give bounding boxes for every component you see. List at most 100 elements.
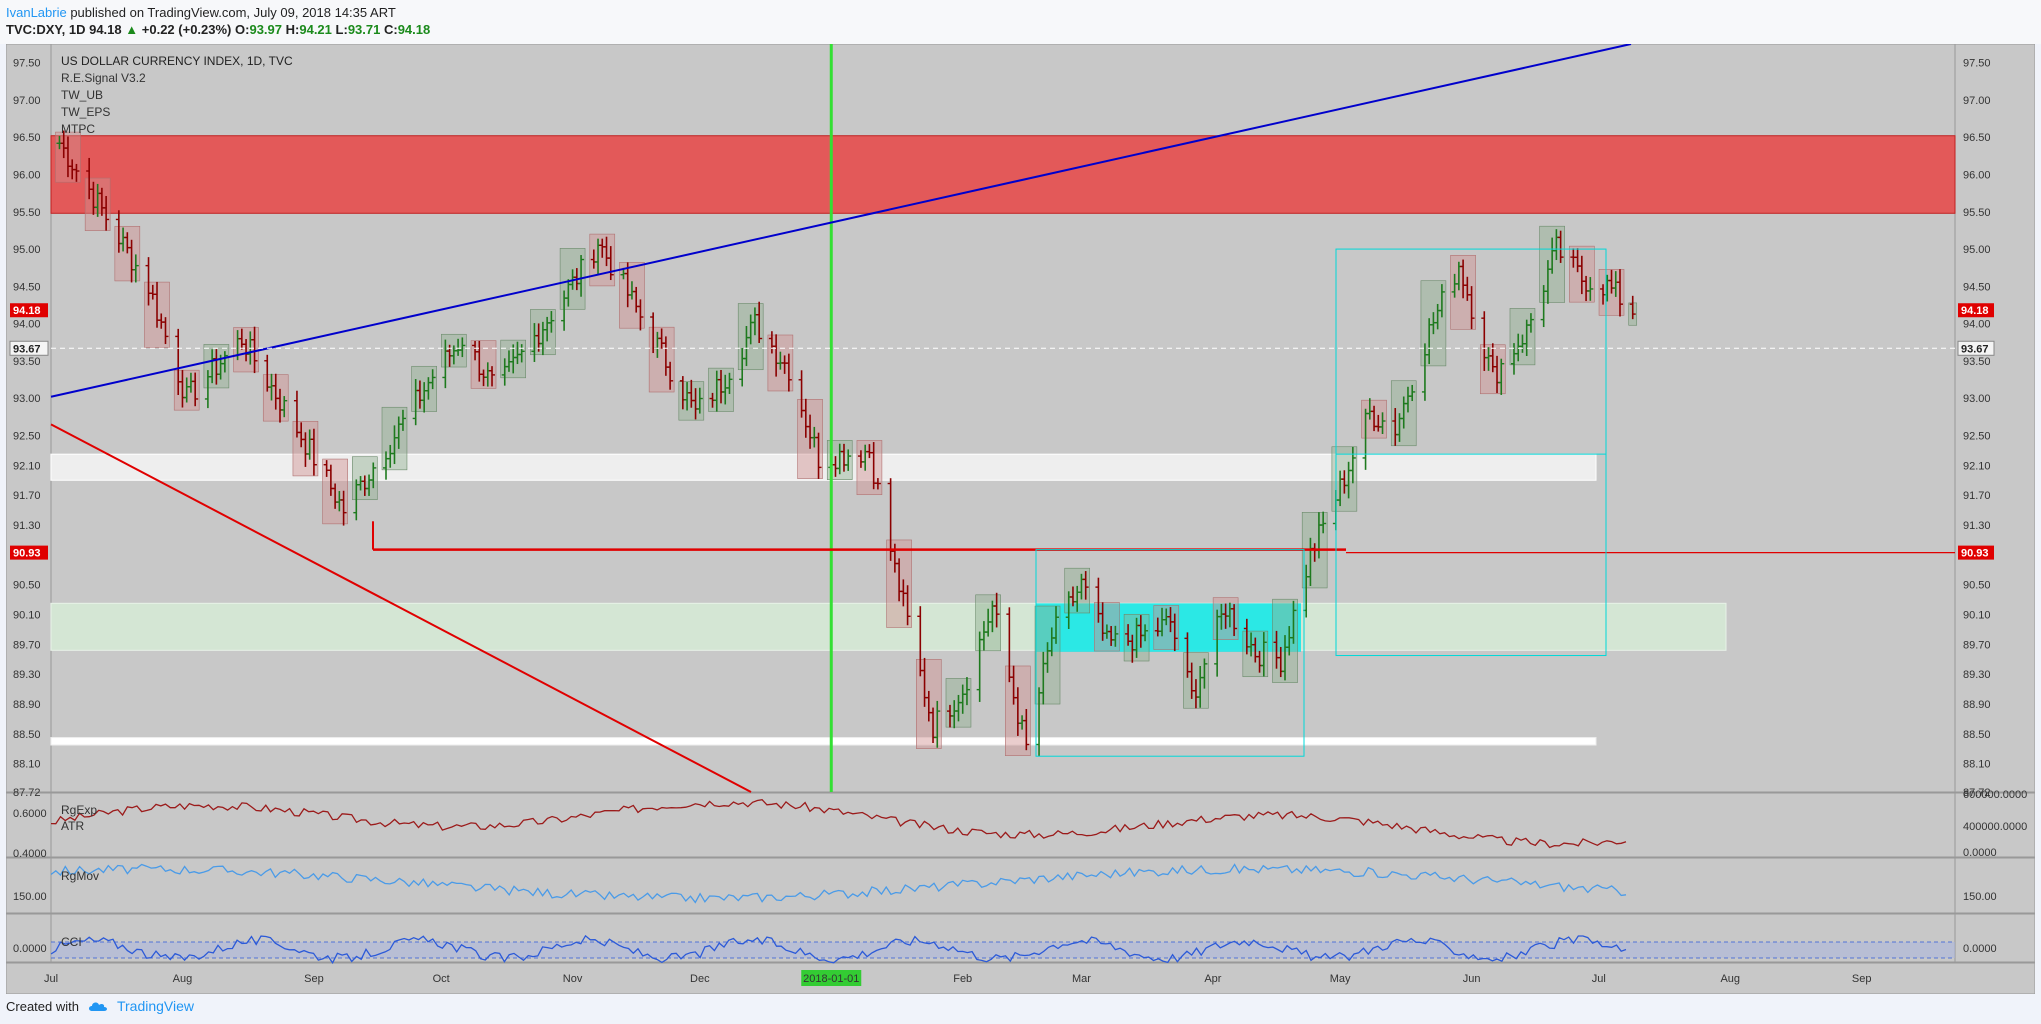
price-tick-right: 89.30 bbox=[1963, 669, 1991, 681]
atr-tick: 0.4000 bbox=[13, 848, 47, 860]
price-tick-right: 88.50 bbox=[1963, 729, 1991, 741]
price-tick-right: 91.70 bbox=[1963, 490, 1991, 502]
price-tick-left: 90.50 bbox=[13, 580, 41, 592]
time-tick: May bbox=[1330, 973, 1351, 985]
atr-right-tick: 400000.0000 bbox=[1963, 821, 2027, 833]
indicators-layer bbox=[50, 799, 1955, 965]
author-link[interactable]: IvanLabrie bbox=[6, 5, 67, 20]
price-tick-right: 88.90 bbox=[1963, 699, 1991, 711]
price-change: +0.22 (+0.23%) bbox=[141, 22, 232, 37]
atr-label: ATR bbox=[61, 819, 84, 833]
atr-right-tick: 600000.0000 bbox=[1963, 789, 2027, 801]
price-tick-left: 93.00 bbox=[13, 393, 41, 405]
time-tick: Feb bbox=[953, 973, 972, 985]
publish-line: IvanLabrie published on TradingView.com,… bbox=[6, 5, 396, 20]
price-tick-right: 91.30 bbox=[1963, 520, 1991, 532]
time-tick: 2018-01-01 bbox=[803, 973, 859, 985]
time-tick: Sep bbox=[304, 973, 324, 985]
time-tick: Nov bbox=[563, 973, 583, 985]
price-tick-left: 97.50 bbox=[13, 58, 41, 70]
legend-study-4: MTPC bbox=[61, 122, 95, 136]
cloud-icon bbox=[88, 1002, 107, 1011]
price-tick-right: 88.10 bbox=[1963, 759, 1991, 771]
atr-name: RgExp bbox=[61, 803, 97, 817]
open-value: 93.97 bbox=[249, 22, 283, 37]
symbol-line: TVC:DXY, 1D 94.18 ▲ +0.22 (+0.23%) O:93.… bbox=[6, 22, 430, 37]
time-tick: Jun bbox=[1463, 973, 1481, 985]
price-tick-right: 93.50 bbox=[1963, 356, 1991, 368]
low-value: 93.71 bbox=[347, 22, 381, 37]
publish-header: IvanLabrie published on TradingView.com,… bbox=[0, 0, 2041, 44]
high-label: H: bbox=[285, 22, 300, 37]
resistance-zone bbox=[50, 135, 1956, 214]
price-tick-left: 91.70 bbox=[13, 490, 41, 502]
price-tick-left: 95.00 bbox=[13, 244, 41, 256]
price-badge-text-right: 94.18 bbox=[1961, 305, 1989, 317]
close-value: 94.18 bbox=[397, 22, 431, 37]
price-tick-right: 92.10 bbox=[1963, 460, 1991, 472]
rgmov-right-tick: 150.00 bbox=[1963, 891, 1997, 903]
rgmov-pane bbox=[6, 857, 2035, 914]
price-badge-left bbox=[10, 545, 48, 560]
price-badge-right bbox=[1958, 303, 1994, 318]
price-tick-left: 92.10 bbox=[13, 460, 41, 472]
price-tick-left: 88.90 bbox=[13, 699, 41, 711]
red-trendline bbox=[50, 423, 752, 793]
cci-right-tick: 0.0000 bbox=[1963, 943, 1997, 955]
cci-tick: 0.0000 bbox=[13, 943, 47, 955]
price-tick-left: 96.00 bbox=[13, 170, 41, 182]
time-axis-pane bbox=[6, 962, 2035, 994]
price-tick-left: 91.30 bbox=[13, 520, 41, 532]
atr-tick: 0.6000 bbox=[13, 808, 47, 820]
cci-name: CCI bbox=[61, 935, 82, 949]
price-tick-left: 88.50 bbox=[13, 729, 41, 741]
open-label: O: bbox=[235, 22, 250, 37]
price-tick-right: 97.50 bbox=[1963, 58, 1991, 70]
zones-layer bbox=[50, 135, 1956, 746]
time-tick: Jul bbox=[1592, 973, 1606, 985]
time-tick: Sep bbox=[1852, 973, 1872, 985]
price-tick-left: 96.50 bbox=[13, 132, 41, 144]
chart-area[interactable]: 97.50 97.50 97.00 97.00 96.50 96.50 96.00 96.00… bbox=[6, 44, 2035, 994]
support-zone-white bbox=[50, 453, 1597, 481]
price-tick-left: 97.00 bbox=[13, 95, 41, 107]
up-arrow-icon: ▲ bbox=[125, 22, 139, 37]
legend-study-1: R.E.Signal V3.2 bbox=[61, 71, 146, 85]
price-tick-right: 94.00 bbox=[1963, 319, 1991, 331]
support-line-white bbox=[50, 737, 1597, 746]
time-tick: Aug bbox=[1720, 973, 1740, 985]
cci-line bbox=[50, 934, 1627, 965]
price-tick-right: 87.72 bbox=[1963, 787, 1991, 799]
time-tick: Mar bbox=[1072, 973, 1091, 985]
price-tick-left: 87.72 bbox=[13, 787, 41, 799]
price-badge-text-right: 93.67 bbox=[1961, 343, 1989, 355]
price-tick-left: 89.70 bbox=[13, 639, 41, 651]
price-tick-right: 97.00 bbox=[1963, 95, 1991, 107]
price-tick-right: 96.00 bbox=[1963, 170, 1991, 182]
price-badge-text-left: 94.18 bbox=[13, 305, 41, 317]
chart-legend: US DOLLAR CURRENCY INDEX, 1D, TVC R.E.Si… bbox=[61, 54, 293, 136]
price-tick-left: 94.00 bbox=[13, 319, 41, 331]
atr-line bbox=[50, 799, 1627, 849]
rgmov-line bbox=[50, 863, 1627, 904]
cyan-box-1 bbox=[1035, 549, 1305, 757]
footer: Created with TradingView bbox=[6, 998, 194, 1014]
legend-study-3: TW_EPS bbox=[61, 105, 110, 119]
time-tick: Oct bbox=[433, 973, 450, 985]
price-tick-right: 95.00 bbox=[1963, 244, 1991, 256]
price-badge-text-left: 93.67 bbox=[13, 343, 41, 355]
price-tick-right: 92.50 bbox=[1963, 431, 1991, 443]
blue-trendline bbox=[50, 44, 1632, 398]
time-tick: Jul bbox=[44, 973, 58, 985]
price-tick-right: 95.50 bbox=[1963, 207, 1991, 219]
atr-pane bbox=[6, 792, 2035, 858]
tradingview-brand-link[interactable]: TradingView bbox=[116, 998, 195, 1014]
price-tick-left: 93.50 bbox=[13, 356, 41, 368]
candles-layer bbox=[55, 130, 1638, 757]
price-badge-right bbox=[1957, 340, 1995, 356]
price-badge-right bbox=[1958, 545, 1994, 560]
price-badge-text-left: 90.93 bbox=[13, 548, 41, 560]
drawings-layer bbox=[50, 44, 1955, 793]
axes-layer: 97.50 97.50 97.00 97.00 96.50 96.50 96.00 96.00… bbox=[9, 58, 2027, 986]
price-badge-left bbox=[9, 340, 49, 356]
